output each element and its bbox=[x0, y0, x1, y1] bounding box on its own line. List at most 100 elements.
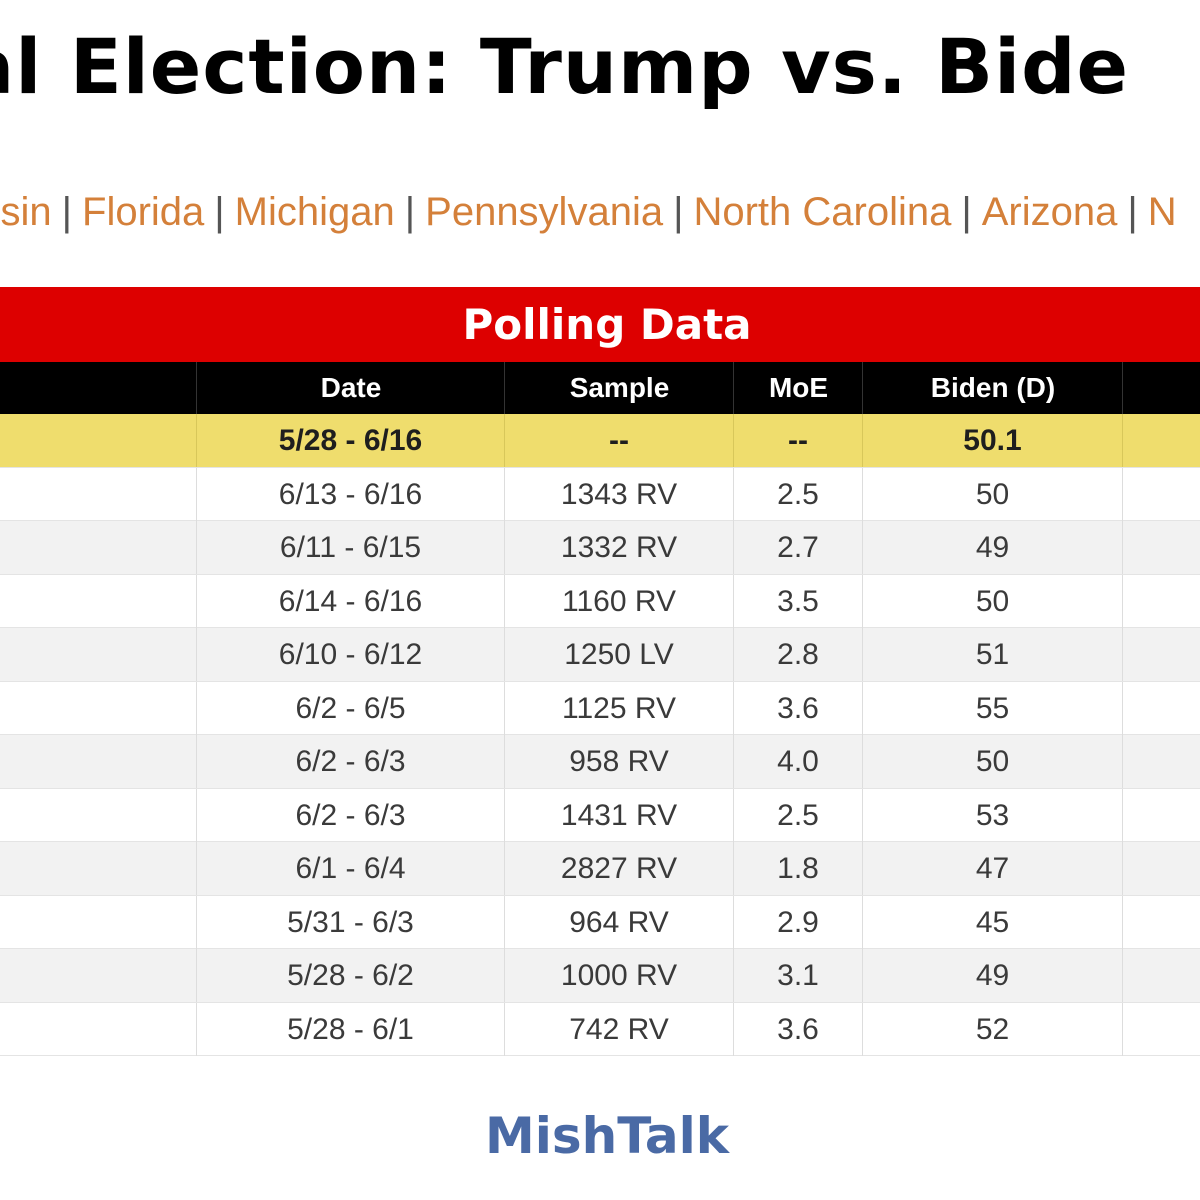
sample-cell: 742 RV bbox=[504, 1002, 733, 1056]
biden-cell: 52 bbox=[862, 1002, 1122, 1056]
biden-cell: 51 bbox=[862, 628, 1122, 681]
poll-cell[interactable] bbox=[0, 682, 196, 735]
biden-cell: 53 bbox=[862, 788, 1122, 842]
table-row: 6/2 - 6/3 1431 RV 2.5 53 bbox=[0, 788, 1200, 842]
sample-cell: 1343 RV bbox=[504, 467, 733, 521]
date-cell: 6/10 - 6/12 bbox=[196, 628, 504, 681]
poll-cell[interactable] bbox=[0, 842, 196, 895]
separator: | bbox=[1127, 190, 1138, 234]
moe-cell: 3.5 bbox=[733, 574, 862, 628]
state-link-arizona[interactable]: Arizona bbox=[981, 190, 1118, 234]
moe-cell: 2.5 bbox=[733, 467, 862, 521]
date-cell: 5/28 - 6/16 bbox=[196, 414, 504, 467]
sample-cell: 964 RV bbox=[504, 895, 733, 949]
poll-cell[interactable] bbox=[0, 789, 196, 842]
table-row: 6/14 - 6/16 1160 RV 3.5 50 bbox=[0, 574, 1200, 628]
trump-cell bbox=[1122, 788, 1200, 842]
separator: | bbox=[673, 190, 684, 234]
poll-cell[interactable] bbox=[0, 468, 196, 521]
biden-cell: 47 bbox=[862, 842, 1122, 895]
separator: | bbox=[404, 190, 416, 234]
sample-cell: -- bbox=[504, 414, 733, 467]
trump-cell bbox=[1122, 735, 1200, 788]
poll-cell[interactable] bbox=[0, 949, 196, 1002]
table-row: 5/31 - 6/3 964 RV 2.9 45 bbox=[0, 895, 1200, 949]
biden-cell: 45 bbox=[862, 895, 1122, 949]
state-link-michigan[interactable]: Michigan bbox=[234, 190, 395, 234]
brand-logo: MishTalk bbox=[484, 1107, 730, 1165]
sample-cell: 2827 RV bbox=[504, 842, 733, 895]
trump-cell bbox=[1122, 949, 1200, 1002]
biden-cell: 49 bbox=[862, 949, 1122, 1002]
table-row: 5/28 - 6/1 742 RV 3.6 52 bbox=[0, 1002, 1200, 1056]
column-header-poll[interactable] bbox=[0, 362, 196, 414]
date-cell: 5/28 - 6/2 bbox=[196, 949, 504, 1002]
separator: | bbox=[61, 190, 73, 234]
separator: | bbox=[214, 190, 225, 234]
poll-cell[interactable] bbox=[0, 575, 196, 628]
sample-cell: 1250 LV bbox=[504, 628, 733, 681]
date-cell: 6/14 - 6/16 bbox=[196, 574, 504, 628]
table-row: 5/28 - 6/2 1000 RV 3.1 49 bbox=[0, 949, 1200, 1003]
moe-cell: 3.6 bbox=[733, 681, 862, 735]
column-header-moe[interactable]: MoE bbox=[733, 362, 863, 414]
separator: | bbox=[961, 190, 972, 234]
poll-cell[interactable] bbox=[0, 735, 196, 788]
biden-cell: 50 bbox=[862, 467, 1122, 521]
moe-cell: 3.6 bbox=[733, 1002, 862, 1056]
date-cell: 6/13 - 6/16 bbox=[196, 467, 504, 521]
column-header-date[interactable]: Date bbox=[196, 362, 505, 414]
biden-cell: 50 bbox=[862, 735, 1122, 788]
sample-cell: 1125 RV bbox=[504, 681, 733, 735]
column-header-sample[interactable]: Sample bbox=[504, 362, 734, 414]
table-header-row: Date Sample MoE Biden (D) T bbox=[0, 362, 1200, 414]
column-header-trump[interactable]: T bbox=[1122, 362, 1200, 414]
moe-cell: 2.9 bbox=[733, 895, 862, 949]
date-cell: 5/31 - 6/3 bbox=[196, 895, 504, 949]
table-body: 5/28 - 6/16 -- -- 50.1 6/13 - 6/16 1343 … bbox=[0, 414, 1200, 1056]
table-row: 6/13 - 6/16 1343 RV 2.5 50 bbox=[0, 467, 1200, 521]
moe-cell: 2.5 bbox=[733, 788, 862, 842]
biden-cell: 55 bbox=[862, 681, 1122, 735]
moe-cell: 3.1 bbox=[733, 949, 862, 1002]
state-link-next[interactable]: N bbox=[1147, 190, 1177, 234]
biden-cell: 50 bbox=[862, 574, 1122, 628]
state-link-north-carolina[interactable]: North Carolina bbox=[693, 190, 952, 234]
date-cell: 6/2 - 6/3 bbox=[196, 788, 504, 842]
trump-cell bbox=[1122, 842, 1200, 895]
poll-cell[interactable] bbox=[0, 628, 196, 681]
sample-cell: 1160 RV bbox=[504, 574, 733, 628]
date-cell: 6/11 - 6/15 bbox=[196, 521, 504, 574]
biden-cell: 50.1 bbox=[862, 414, 1122, 467]
sample-cell: 1332 RV bbox=[504, 521, 733, 574]
sample-cell: 958 RV bbox=[504, 735, 733, 788]
moe-cell: 2.7 bbox=[733, 521, 862, 574]
moe-cell: 2.8 bbox=[733, 628, 862, 681]
moe-cell: -- bbox=[733, 414, 862, 467]
table-row: 6/2 - 6/3 958 RV 4.0 50 bbox=[0, 735, 1200, 789]
average-row: 5/28 - 6/16 -- -- 50.1 bbox=[0, 414, 1200, 468]
state-link-wisconsin[interactable]: onsin bbox=[0, 190, 52, 234]
sample-cell: 1431 RV bbox=[504, 788, 733, 842]
state-links-nav: onsin|Florida|Michigan|Pennsylvania|Nort… bbox=[0, 188, 1177, 236]
trump-cell bbox=[1122, 628, 1200, 681]
sample-cell: 1000 RV bbox=[504, 949, 733, 1002]
date-cell: 6/1 - 6/4 bbox=[196, 842, 504, 895]
trump-cell bbox=[1122, 1002, 1200, 1056]
table-row: 6/11 - 6/15 1332 RV 2.7 49 bbox=[0, 521, 1200, 575]
biden-cell: 49 bbox=[862, 521, 1122, 574]
moe-cell: 1.8 bbox=[733, 842, 862, 895]
table-row: 6/10 - 6/12 1250 LV 2.8 51 bbox=[0, 628, 1200, 682]
state-link-florida[interactable]: Florida bbox=[82, 190, 205, 234]
state-link-pennsylvania[interactable]: Pennsylvania bbox=[425, 190, 664, 234]
polling-table-title: Polling Data bbox=[0, 287, 1200, 362]
trump-cell bbox=[1122, 521, 1200, 574]
poll-cell[interactable] bbox=[0, 896, 196, 949]
poll-cell[interactable] bbox=[0, 1003, 196, 1056]
column-header-biden[interactable]: Biden (D) bbox=[862, 362, 1123, 414]
table-row: 6/2 - 6/5 1125 RV 3.6 55 bbox=[0, 681, 1200, 735]
trump-cell bbox=[1122, 467, 1200, 521]
poll-cell[interactable] bbox=[0, 521, 196, 574]
trump-cell bbox=[1122, 414, 1200, 467]
